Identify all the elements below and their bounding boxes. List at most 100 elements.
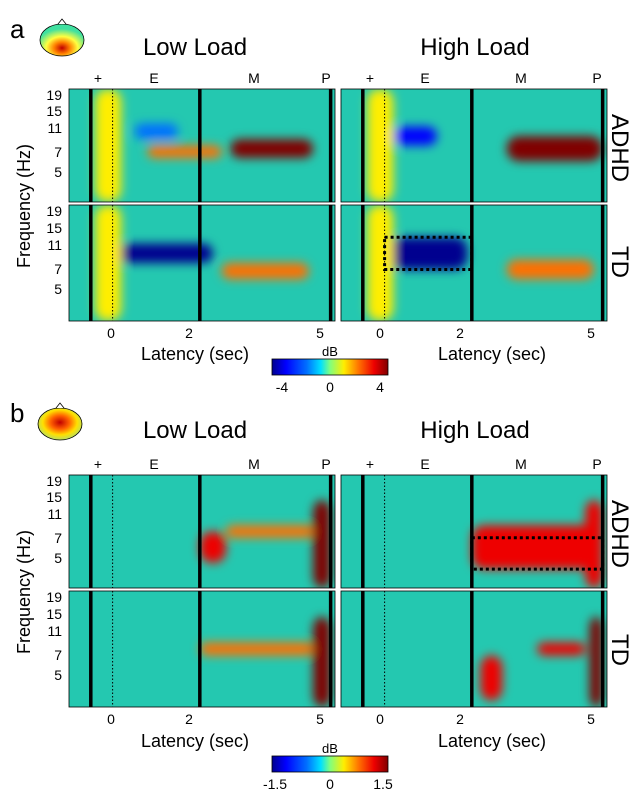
power-blob xyxy=(388,237,468,270)
ytick: 11 xyxy=(47,506,62,522)
power-blob xyxy=(480,655,503,701)
plot-frame xyxy=(340,474,608,589)
ytick: 11 xyxy=(47,237,62,253)
highlight-box xyxy=(470,536,605,571)
phase-marker-fixation: + xyxy=(94,456,102,472)
power-blob xyxy=(199,642,314,656)
power-blob xyxy=(95,89,122,202)
power-blob xyxy=(95,205,122,321)
phase-marker-encoding: E xyxy=(149,70,158,86)
xtick: 2 xyxy=(456,325,464,341)
panel-b: b Low Load High Load + E M P + E M P 19 … xyxy=(10,398,633,792)
heatmap-cell xyxy=(69,591,335,707)
condition-title-low: Low Load xyxy=(143,417,247,444)
x-axis-label-high: Latency (sec) xyxy=(438,344,546,364)
x-axis-label-low: Latency (sec) xyxy=(141,731,249,751)
group-label-adhd: ADHD xyxy=(606,114,633,182)
heatmap-blobs xyxy=(367,89,603,202)
phase-marker-encoding: E xyxy=(149,456,158,472)
colorbar-tick: 1.5 xyxy=(373,776,393,792)
heatmap-cell xyxy=(341,89,607,202)
head-map-b-icon xyxy=(37,402,83,441)
heatmap-cell xyxy=(341,591,607,707)
power-blob xyxy=(147,145,222,159)
ytick: 19 xyxy=(46,589,62,605)
power-blob xyxy=(221,263,309,280)
yticks-b-td: 19 15 11 7 5 xyxy=(46,589,62,683)
xtick: 0 xyxy=(107,325,115,341)
ytick: 19 xyxy=(46,87,62,103)
power-blob xyxy=(313,616,331,707)
colorbar-tick: 4 xyxy=(376,379,384,395)
power-blob xyxy=(134,123,179,140)
ytick: 15 xyxy=(46,220,62,236)
xtick: 5 xyxy=(316,325,324,341)
xtick: 0 xyxy=(107,711,115,727)
power-blob xyxy=(471,525,599,570)
plot-frame xyxy=(68,590,336,708)
colorbar-tick: -4 xyxy=(276,379,289,395)
heatmap-blobs xyxy=(95,205,309,321)
heatmap-blobs xyxy=(480,616,603,707)
colorbar-a: dB -4 0 4 xyxy=(271,344,389,395)
phase-marker-maintenance: M xyxy=(515,70,527,86)
yticks-a-adhd: 19 15 11 7 5 xyxy=(46,87,62,180)
power-blob xyxy=(199,531,226,563)
colorbar-tick: 0 xyxy=(326,379,334,395)
power-blob xyxy=(393,126,437,146)
ytick: 7 xyxy=(54,647,62,663)
group-label-td: TD xyxy=(606,634,633,666)
plot-frame xyxy=(340,204,608,322)
group-label-adhd: ADHD xyxy=(606,500,633,568)
heatmap-blobs xyxy=(367,205,594,321)
condition-title-low: Low Load xyxy=(143,34,247,61)
power-blob xyxy=(367,89,394,202)
ytick: 5 xyxy=(54,667,62,683)
ytick: 15 xyxy=(46,103,62,119)
phase-marker-probe: P xyxy=(592,70,601,86)
phase-marker-fixation: + xyxy=(94,70,102,86)
colorbar-tick: -1.5 xyxy=(263,776,287,792)
phase-marker-fixation: + xyxy=(366,70,374,86)
plot-frame xyxy=(68,474,336,589)
xtick: 5 xyxy=(316,711,324,727)
ytick: 7 xyxy=(54,530,62,546)
heatmap-cell xyxy=(341,475,607,588)
xtick: 5 xyxy=(587,325,595,341)
power-blob xyxy=(506,136,603,162)
power-blob xyxy=(506,259,594,280)
ytick: 19 xyxy=(46,203,62,219)
highlight-box xyxy=(383,235,474,271)
plot-frame xyxy=(340,590,608,708)
plot-frame xyxy=(68,88,336,203)
y-axis-label-b: Frequency (Hz) xyxy=(14,530,34,654)
heatmaps-b xyxy=(68,474,608,708)
y-axis-label-a: Frequency (Hz) xyxy=(14,144,34,268)
head-map-a-icon xyxy=(39,18,85,57)
heatmaps-a xyxy=(68,88,608,322)
colorbar-b: dB -1.5 0 1.5 xyxy=(263,741,393,792)
power-blob xyxy=(116,243,213,263)
ytick: 5 xyxy=(54,550,62,566)
colorbar-title: dB xyxy=(322,344,338,359)
xtick: 5 xyxy=(587,711,595,727)
phase-marker-maintenance: M xyxy=(248,70,260,86)
ytick: 5 xyxy=(54,281,62,297)
colorbar-title: dB xyxy=(322,741,338,756)
panel-a: a Low Load High Load + E M P + E M P 19 … xyxy=(10,14,633,395)
phase-marker-maintenance: M xyxy=(248,456,260,472)
group-label-td: TD xyxy=(606,246,633,278)
ytick: 15 xyxy=(46,489,62,505)
heatmap-blobs xyxy=(199,500,331,588)
xtick: 2 xyxy=(456,711,464,727)
power-blob xyxy=(537,642,586,656)
x-axis-label-high: Latency (sec) xyxy=(438,731,546,751)
ytick: 7 xyxy=(54,144,62,160)
xtick: 0 xyxy=(376,711,384,727)
xtick: 2 xyxy=(185,325,193,341)
heatmap-cell xyxy=(341,205,607,321)
heatmap-cell xyxy=(69,205,335,321)
xtick: 2 xyxy=(185,711,193,727)
ytick: 15 xyxy=(46,606,62,622)
